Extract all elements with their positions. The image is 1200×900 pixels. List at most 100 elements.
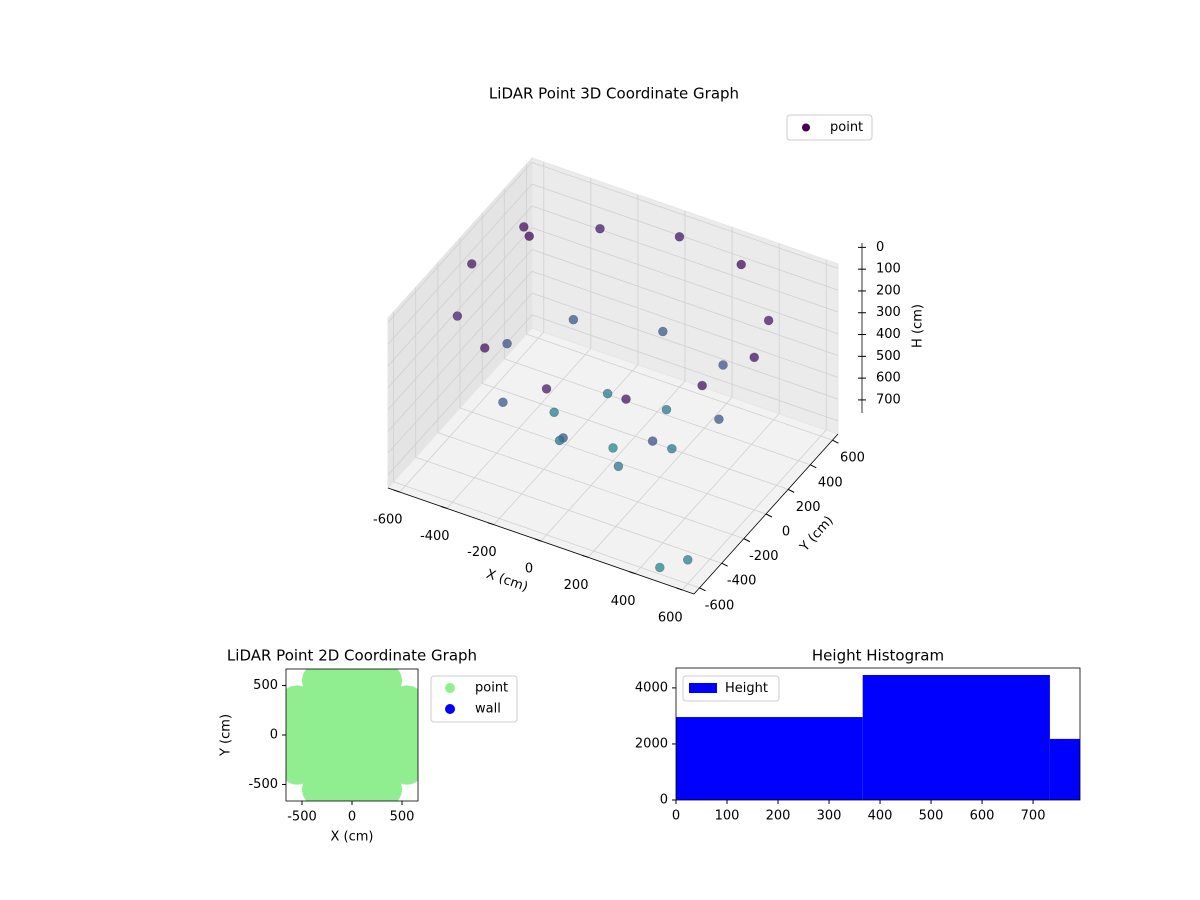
point	[647, 436, 658, 446]
legend-marker	[689, 683, 717, 693]
y-tick-label: 0	[270, 728, 278, 743]
x-tick-label: 500	[390, 810, 415, 825]
x-tick-label: 0	[348, 810, 356, 825]
point	[502, 338, 512, 349]
point	[568, 314, 579, 325]
x-tick-label: 600	[970, 809, 995, 824]
y-tick-label: 0	[782, 525, 790, 540]
z-tick-label: 400	[876, 327, 901, 342]
point	[608, 443, 618, 453]
x-tick-label: 500	[919, 809, 944, 824]
legend-label: wall	[475, 702, 501, 717]
z-tick-label: 200	[876, 283, 901, 298]
legend-marker	[802, 123, 810, 132]
x-tick-label: 600	[658, 610, 683, 625]
y-tick-label: -500	[248, 777, 278, 792]
x-tick-label: 700	[1021, 809, 1046, 824]
grid-line	[504, 358, 811, 466]
grid-line	[437, 432, 744, 539]
x-tick-label: 200	[766, 809, 791, 824]
point	[368, 669, 402, 698]
x-tick-label: 200	[564, 578, 589, 593]
point	[541, 384, 552, 394]
z-tick-label: 700	[876, 392, 901, 407]
grid-line	[387, 227, 533, 389]
y-tick	[699, 587, 706, 592]
grid-line	[387, 271, 533, 432]
point	[661, 404, 672, 415]
y-axis	[693, 433, 839, 595]
point	[667, 443, 677, 454]
grid-line	[393, 481, 700, 589]
x-tick-label: -400	[420, 529, 450, 544]
x-tick-label: 400	[868, 809, 893, 824]
point	[621, 394, 631, 404]
chart-title: LiDAR Point 3D Coordinate Graph	[489, 85, 739, 103]
legend-box	[786, 114, 873, 141]
z-axis-label: H (cm)	[911, 304, 926, 348]
grid-line	[531, 292, 839, 400]
y-tick-label: -600	[705, 598, 735, 613]
grid-line	[531, 314, 839, 422]
point	[682, 554, 693, 565]
legend-marker	[445, 683, 455, 693]
x-tick-label: -600	[373, 513, 403, 528]
point	[498, 397, 508, 408]
axes-frame	[675, 667, 1081, 801]
point	[466, 259, 477, 269]
y-tick-label: 4000	[635, 680, 668, 695]
y-tick-label: 2000	[635, 736, 668, 751]
point	[697, 380, 707, 391]
x-tick-label: 300	[817, 809, 842, 824]
y-tick-label: -200	[749, 549, 779, 564]
legend-label: point	[830, 120, 863, 135]
point	[452, 311, 463, 321]
legend-label: point	[475, 681, 508, 696]
point	[749, 352, 760, 363]
point	[519, 222, 529, 232]
y-tick-label: -400	[727, 574, 757, 589]
point	[602, 388, 613, 399]
y-tick-label: 600	[840, 451, 865, 466]
bar	[862, 675, 1050, 800]
z-tick-label: 0	[876, 240, 884, 255]
grid-line	[531, 183, 839, 291]
bar	[676, 717, 863, 800]
y-tick-label: 0	[660, 793, 668, 808]
point	[718, 360, 728, 370]
legend-label: Height	[725, 681, 768, 696]
bar	[1049, 738, 1080, 800]
x-tick-label: -500	[287, 810, 317, 825]
point	[654, 562, 665, 573]
point	[595, 223, 605, 234]
y-tick	[810, 464, 817, 469]
point	[674, 231, 685, 242]
point	[549, 407, 559, 418]
chart-title: Height Histogram	[812, 647, 944, 665]
y-tick-label: 400	[818, 475, 843, 490]
grid-line	[387, 249, 533, 410]
x-tick-label: 100	[715, 809, 740, 824]
z-tick-label: 500	[876, 349, 901, 364]
point	[658, 326, 668, 337]
point	[714, 414, 724, 425]
grid-line	[387, 183, 533, 345]
x-axis-label: X (cm)	[331, 830, 374, 845]
y-tick	[721, 562, 728, 567]
x-tick-label: -200	[467, 545, 497, 560]
grid-line	[415, 456, 722, 564]
grid-line	[531, 270, 839, 378]
legend-box	[682, 675, 780, 702]
y-tick	[765, 513, 773, 518]
chart-title: LiDAR Point 2D Coordinate Graph	[227, 647, 477, 665]
grid-line	[531, 161, 839, 269]
point	[479, 343, 490, 353]
y-tick	[787, 488, 795, 493]
grid-line	[531, 249, 839, 356]
plot-area	[286, 669, 418, 801]
grid-line	[387, 205, 533, 367]
grid-line	[459, 407, 767, 515]
legend-marker	[445, 704, 455, 714]
grid-line	[531, 227, 839, 335]
